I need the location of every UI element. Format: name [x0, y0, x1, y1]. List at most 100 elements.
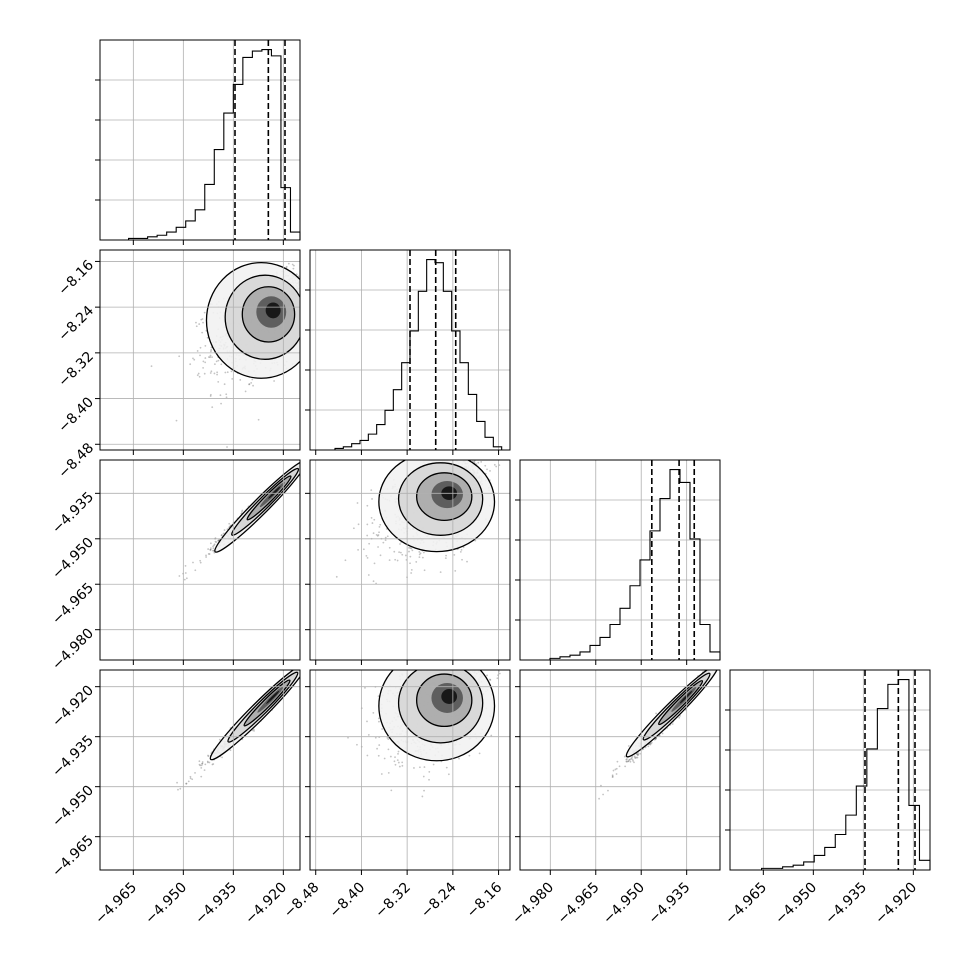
- sample-point: [307, 284, 309, 286]
- sample-point: [225, 393, 228, 396]
- sample-point: [198, 375, 201, 378]
- sample-point: [220, 534, 223, 536]
- sample-point: [217, 539, 220, 542]
- sample-point: [388, 546, 391, 549]
- sample-point: [301, 459, 303, 461]
- sample-point: [386, 535, 389, 538]
- sample-point: [210, 348, 213, 351]
- sample-point: [248, 383, 251, 385]
- sample-point: [468, 458, 470, 460]
- sample-point: [226, 371, 229, 374]
- sample-point: [308, 458, 310, 460]
- sample-point: [474, 539, 477, 542]
- sample-point: [230, 370, 233, 373]
- sample-point: [303, 288, 305, 290]
- sample-point: [378, 526, 381, 528]
- contour-line: [224, 274, 300, 360]
- sample-point: [305, 460, 307, 462]
- sample-point: [175, 419, 178, 422]
- sample-point: [302, 663, 304, 665]
- sample-point: [305, 462, 307, 464]
- sample-point: [209, 372, 212, 374]
- sample-point: [304, 296, 306, 298]
- sample-point: [219, 394, 222, 397]
- sample-point: [304, 462, 306, 464]
- histogram-0: [100, 48, 301, 241]
- sample-point: [311, 454, 313, 456]
- sample-point: [304, 283, 306, 285]
- sample-point: [313, 284, 315, 286]
- sample-point: [305, 462, 307, 464]
- sample-point: [204, 344, 207, 347]
- sample-point: [419, 552, 422, 555]
- sample-point: [486, 468, 488, 471]
- sample-point: [203, 372, 206, 375]
- sample-point: [302, 288, 304, 290]
- sample-point: [309, 455, 311, 457]
- sample-point: [303, 661, 305, 663]
- sample-point: [308, 456, 310, 458]
- sample-point: [366, 556, 369, 559]
- diag-panel-0: [99, 39, 301, 241]
- sample-point: [384, 536, 387, 539]
- sample-point: [367, 574, 370, 576]
- sample-point: [300, 667, 302, 669]
- sample-point: [195, 321, 197, 324]
- scatter-content: [176, 661, 305, 791]
- sample-point: [203, 311, 206, 314]
- scatter-panel-2-0: [178, 436, 327, 581]
- contour-line: [415, 472, 473, 522]
- sample-point: [302, 462, 304, 464]
- sample-point: [311, 297, 313, 299]
- histogram-1: [310, 258, 510, 451]
- contour-line: [378, 460, 496, 553]
- sample-point: [378, 531, 380, 534]
- sample-point: [309, 457, 311, 459]
- sample-point: [220, 534, 223, 537]
- scatter-panel-1-0: [150, 261, 319, 448]
- sample-point: [377, 534, 380, 536]
- sample-point: [196, 374, 199, 377]
- sample-point: [197, 372, 200, 375]
- sample-point: [393, 550, 396, 553]
- sample-point: [344, 559, 347, 562]
- histogram-3: [730, 678, 931, 871]
- sample-point: [222, 532, 225, 535]
- scatter-content: [335, 456, 501, 585]
- sample-point: [301, 467, 303, 469]
- sample-point: [240, 511, 243, 513]
- sample-point: [306, 460, 308, 462]
- sample-point: [199, 559, 202, 562]
- sample-point: [218, 738, 221, 741]
- sample-point: [307, 281, 309, 283]
- sample-point: [310, 457, 312, 459]
- density-level: [268, 486, 281, 499]
- sample-point: [224, 371, 227, 374]
- sample-point: [209, 395, 212, 397]
- sample-point: [303, 464, 305, 466]
- sample-point: [482, 457, 484, 459]
- sample-point: [357, 523, 360, 526]
- sample-point: [493, 463, 496, 466]
- sample-point: [209, 548, 212, 551]
- sample-point: [223, 383, 226, 386]
- sample-point: [302, 464, 304, 466]
- sample-point: [461, 456, 463, 458]
- sample-point: [302, 462, 304, 464]
- sample-point: [366, 504, 369, 507]
- sample-point: [445, 554, 447, 557]
- sample-point: [195, 325, 198, 328]
- sample-point: [207, 553, 210, 555]
- contour-line: [205, 261, 300, 379]
- sample-point: [213, 372, 216, 375]
- sample-point: [207, 548, 210, 550]
- sample-point: [210, 350, 212, 353]
- sample-point: [317, 273, 319, 275]
- sample-point: [410, 572, 413, 574]
- sample-point: [325, 436, 327, 438]
- sample-point: [311, 292, 313, 294]
- sample-point: [299, 668, 301, 670]
- sample-point: [150, 365, 153, 368]
- sample-point: [212, 547, 215, 550]
- sample-point: [396, 559, 399, 562]
